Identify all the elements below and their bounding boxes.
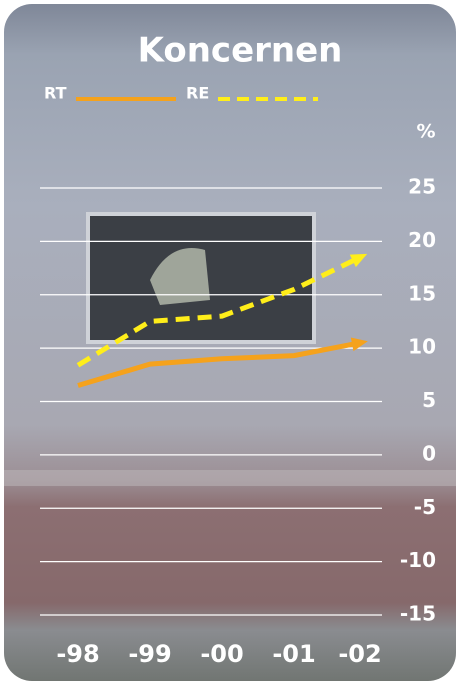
x-tick-label: -02: [338, 640, 381, 668]
y-tick-label: 5: [422, 388, 436, 412]
y-tick-label: -10: [400, 548, 436, 572]
x-tick-label: -01: [272, 640, 315, 668]
y-tick-label: -5: [414, 495, 436, 519]
y-tick-label: -15: [400, 602, 436, 626]
arrowhead: [349, 253, 368, 268]
series-line: [76, 255, 362, 368]
y-tick-label: 10: [408, 335, 436, 359]
series-line: [77, 340, 361, 388]
legend-label: RE: [186, 84, 209, 103]
legend-label: RT: [44, 84, 67, 103]
y-tick-label: 15: [408, 281, 436, 305]
chart-title: Koncernen: [138, 31, 343, 71]
y-unit: %: [416, 121, 435, 143]
x-tick-label: -99: [128, 640, 171, 668]
arrowhead: [350, 337, 368, 352]
x-tick-label: -98: [56, 640, 99, 668]
y-tick-label: 20: [408, 228, 436, 252]
y-tick-label: 25: [408, 175, 436, 199]
y-tick-label: 0: [422, 441, 436, 465]
x-tick-label: -00: [200, 640, 243, 668]
